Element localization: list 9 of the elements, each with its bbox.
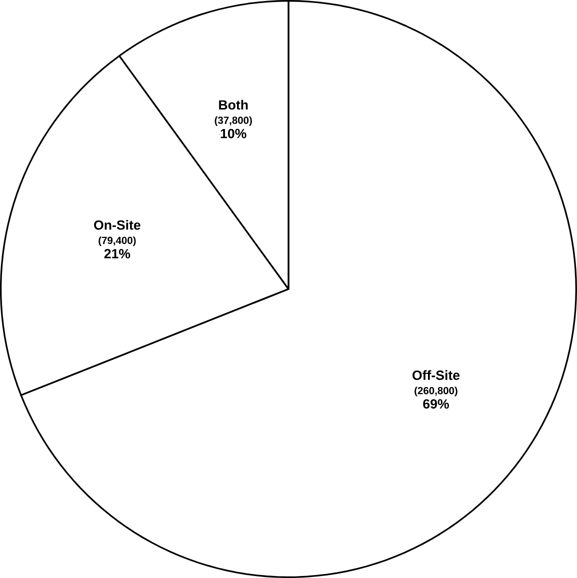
data-label: (37,800): [214, 116, 252, 126]
text: 69%: [423, 399, 449, 409]
slice-label: Both: [219, 100, 248, 110]
slice-label: On-Site: [94, 220, 140, 230]
text: 10%: [220, 128, 246, 138]
data-label: (260,800): [414, 386, 458, 396]
data-label: (79,400): [98, 236, 136, 246]
slice-label: Off-Site: [412, 370, 460, 380]
text: 21%: [104, 248, 130, 258]
